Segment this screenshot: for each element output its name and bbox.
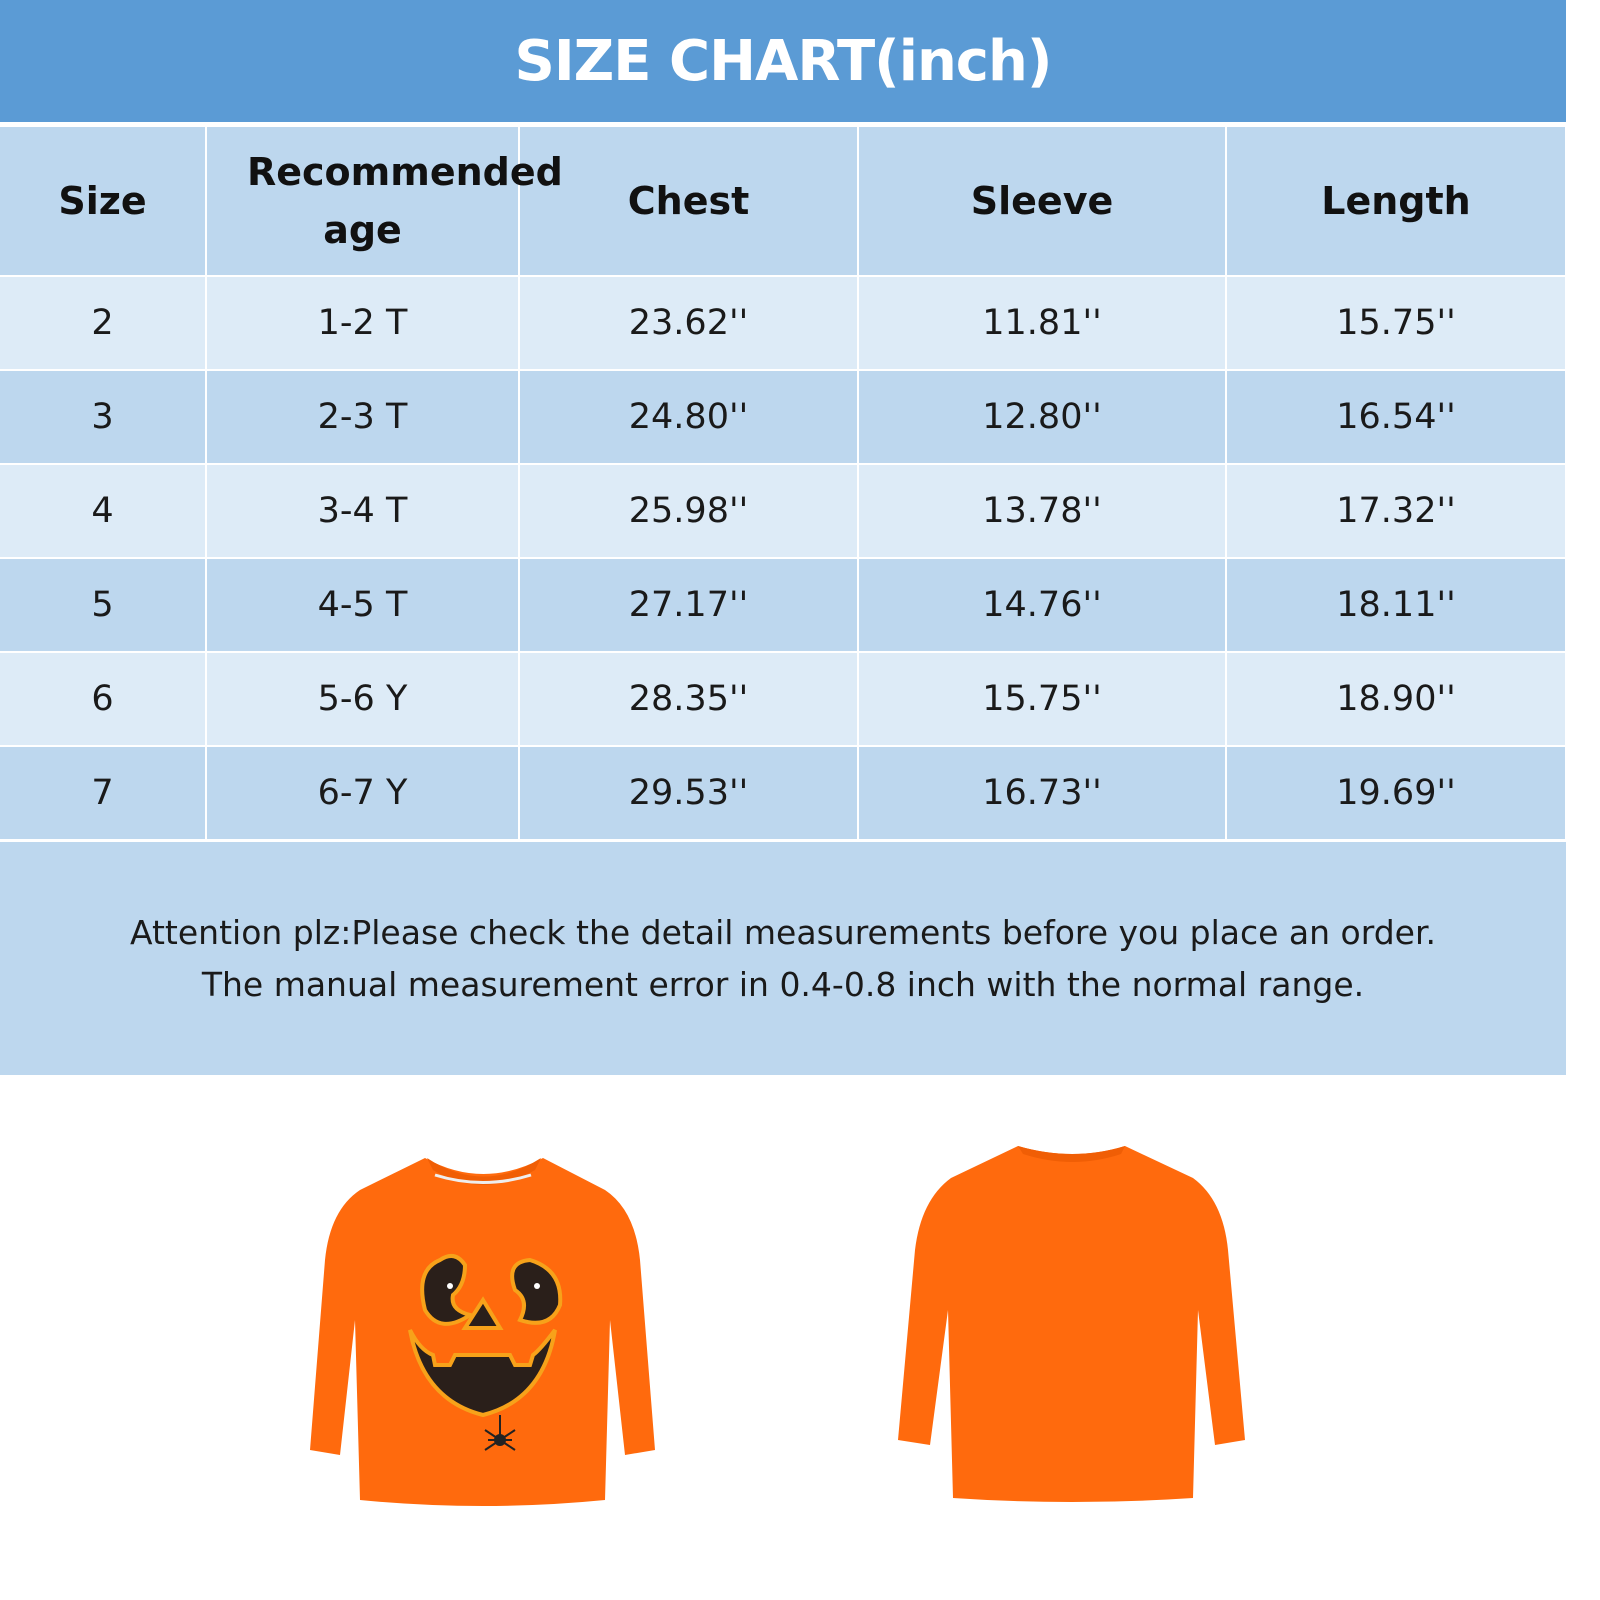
- header-row: Size Recommended age Chest Sleeve Length: [0, 125, 1567, 277]
- cell-sleeve: 13.78'': [857, 463, 1227, 559]
- cell-size: 2: [0, 275, 207, 371]
- cell-sleeve: 14.76'': [857, 557, 1227, 653]
- cell-length: 18.11'': [1225, 557, 1567, 653]
- cell-size: 7: [0, 745, 207, 841]
- table-row: 6 5-6 Y 28.35'' 15.75'' 18.90'': [0, 651, 1567, 747]
- cell-sleeve: 16.73'': [857, 745, 1227, 841]
- cell-size: 3: [0, 369, 207, 465]
- size-chart-title: SIZE CHART(inch): [0, 0, 1566, 122]
- cell-age: 6-7 Y: [205, 745, 520, 841]
- cell-length: 19.69'': [1225, 745, 1567, 841]
- table-row: 4 3-4 T 25.98'' 13.78'' 17.32'': [0, 463, 1567, 559]
- cell-chest: 29.53'': [518, 745, 859, 841]
- table-row: 7 6-7 Y 29.53'' 16.73'' 19.69'': [0, 745, 1567, 841]
- cell-length: 17.32'': [1225, 463, 1567, 559]
- cell-age: 5-6 Y: [205, 651, 520, 747]
- cell-chest: 25.98'': [518, 463, 859, 559]
- shirt-front-image: [310, 1158, 655, 1506]
- note-line-1: Attention plz:Please check the detail me…: [130, 912, 1436, 952]
- size-table: Size Recommended age Chest Sleeve Length…: [0, 125, 1567, 841]
- cell-age: 1-2 T: [205, 275, 520, 371]
- cell-length: 15.75'': [1225, 275, 1567, 371]
- table-row: 2 1-2 T 23.62'' 11.81'' 15.75'': [0, 275, 1567, 371]
- note-line-2: The manual measurement error in 0.4-0.8 …: [201, 964, 1365, 1004]
- table-row: 5 4-5 T 27.17'' 14.76'' 18.11'': [0, 557, 1567, 653]
- cell-age: 4-5 T: [205, 557, 520, 653]
- cell-chest: 27.17'': [518, 557, 859, 653]
- cell-size: 5: [0, 557, 207, 653]
- header-size: Size: [0, 125, 207, 277]
- header-age: Recommended age: [205, 125, 563, 277]
- shirt-back-image: [898, 1146, 1245, 1502]
- cell-age: 3-4 T: [205, 463, 520, 559]
- header-length: Length: [1225, 125, 1567, 277]
- attention-note: Attention plz:Please check the detail me…: [0, 842, 1566, 1075]
- header-chest: Chest: [518, 125, 859, 277]
- cell-length: 16.54'': [1225, 369, 1567, 465]
- cell-chest: 23.62'': [518, 275, 859, 371]
- cell-length: 18.90'': [1225, 651, 1567, 747]
- cell-chest: 24.80'': [518, 369, 859, 465]
- header-sleeve: Sleeve: [857, 125, 1227, 277]
- cell-age: 2-3 T: [205, 369, 520, 465]
- cell-sleeve: 12.80'': [857, 369, 1227, 465]
- cell-size: 4: [0, 463, 207, 559]
- cell-sleeve: 11.81'': [857, 275, 1227, 371]
- cell-sleeve: 15.75'': [857, 651, 1227, 747]
- cell-size: 6: [0, 651, 207, 747]
- cell-chest: 28.35'': [518, 651, 859, 747]
- table-row: 3 2-3 T 24.80'' 12.80'' 16.54'': [0, 369, 1567, 465]
